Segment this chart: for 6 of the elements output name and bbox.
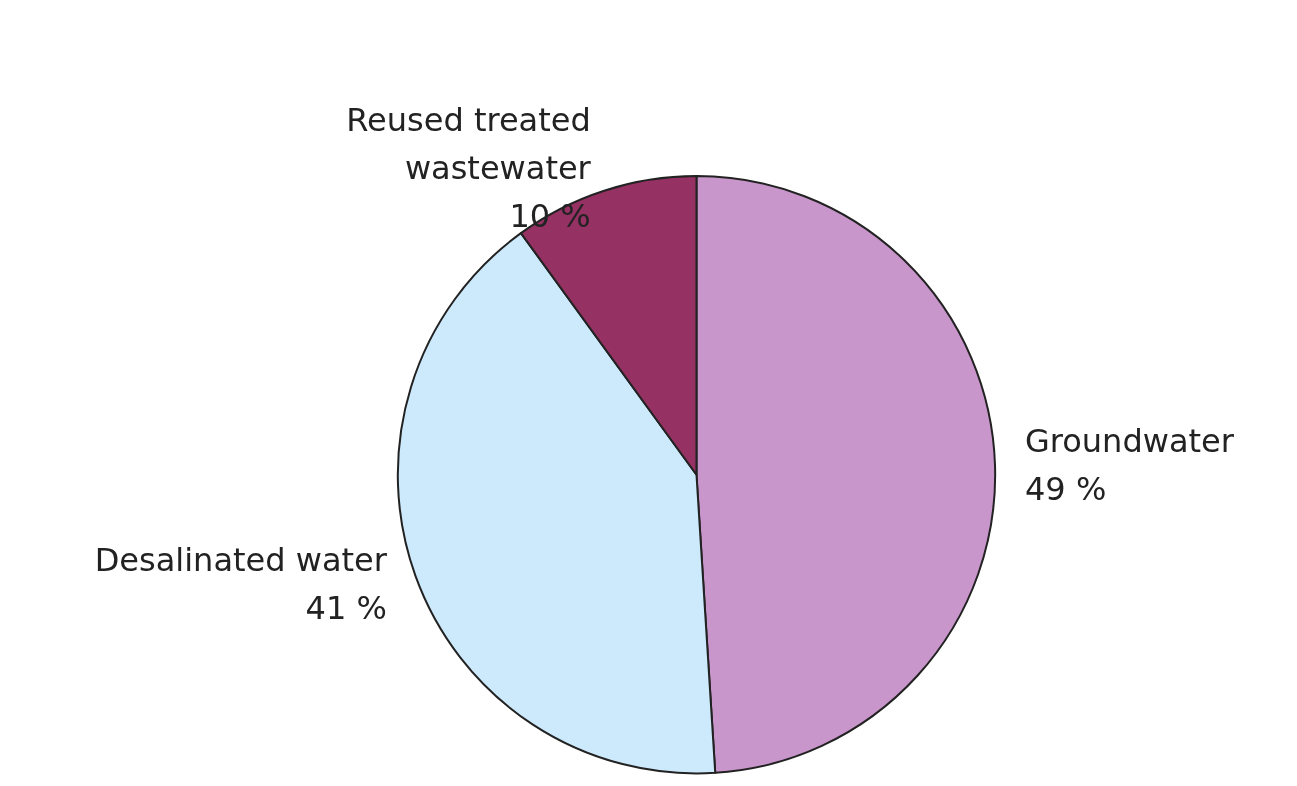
data-label: 41 % xyxy=(305,589,387,628)
slice-label: Groundwater xyxy=(1025,421,1235,460)
data-label: 49 % xyxy=(1025,469,1107,508)
slice-label: Desalinated water xyxy=(94,541,388,580)
data-label: 10 % xyxy=(509,196,591,235)
slice-label: Reused treated wastewater xyxy=(346,100,592,187)
